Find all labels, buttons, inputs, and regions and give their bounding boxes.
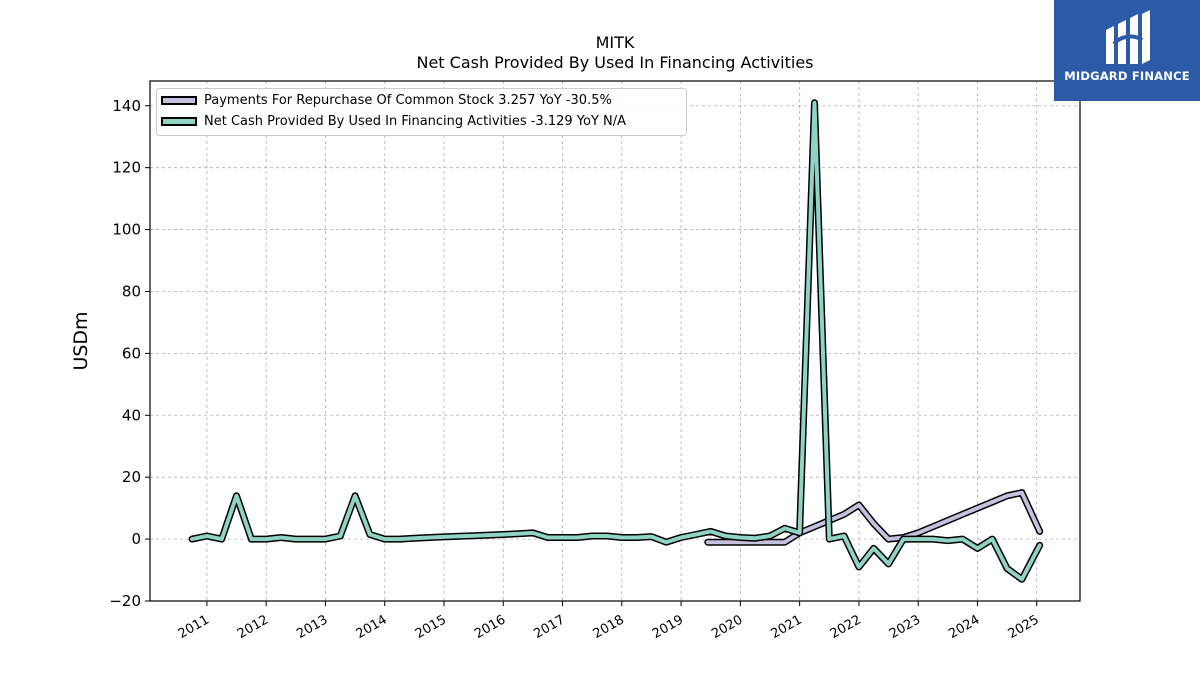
series-line-repurchase xyxy=(705,490,1042,545)
x-tick-label: 2020 xyxy=(709,612,745,642)
legend: Payments For Repurchase Of Common Stock … xyxy=(156,88,687,136)
x-tick-label: 2019 xyxy=(650,612,686,642)
legend-label-repurchase: Payments For Repurchase Of Common Stock … xyxy=(204,93,612,108)
legend-swatch-repurchase xyxy=(161,96,197,105)
legend-label-financing: Net Cash Provided By Used In Financing A… xyxy=(204,114,627,129)
y-tick-label: 60 xyxy=(122,344,141,362)
x-tick-label: 2016 xyxy=(472,612,508,642)
x-tick-label: 2015 xyxy=(413,612,449,642)
series-layer xyxy=(188,99,1044,583)
x-tick-label: 2024 xyxy=(946,612,982,642)
brand-logo: MIDGARD FINANCE xyxy=(1054,0,1200,101)
y-axis-label: USDm xyxy=(70,311,92,370)
x-tick-label: 2022 xyxy=(828,612,864,642)
x-tick-label: 2017 xyxy=(531,612,567,642)
y-tick-label: 0 xyxy=(131,530,141,548)
y-tick-label: 20 xyxy=(122,468,141,486)
y-tick-label: −20 xyxy=(109,592,141,610)
x-tick-label: 2023 xyxy=(887,612,923,642)
y-tick-label: 140 xyxy=(112,97,141,115)
x-tick-label: 2014 xyxy=(354,612,390,642)
x-tick-label: 2025 xyxy=(1006,612,1042,642)
y-tick-label: 100 xyxy=(112,221,141,239)
x-tick-label: 2021 xyxy=(768,612,804,642)
x-tick-label: 2012 xyxy=(235,612,271,642)
series-line-financing xyxy=(190,100,1042,582)
x-tick-label: 2013 xyxy=(294,612,330,642)
logo-text: MIDGARD FINANCE xyxy=(1064,69,1190,83)
legend-item-repurchase: Payments For Repurchase Of Common Stock … xyxy=(157,91,686,111)
logo-mark-icon xyxy=(1106,10,1150,64)
plot-frame xyxy=(149,80,1081,602)
legend-item-financing: Net Cash Provided By Used In Financing A… xyxy=(157,112,686,132)
chart-subtitle: Net Cash Provided By Used In Financing A… xyxy=(416,53,814,72)
axes: −20 0 20 40 60 80 100 120 140 2011 2012 2013 2014 201… xyxy=(109,97,1041,642)
y-tick-label: 40 xyxy=(122,406,141,424)
chart-title: MITK xyxy=(595,33,635,52)
x-tick-label: 2018 xyxy=(591,612,627,642)
x-tick-label: 2011 xyxy=(176,612,212,642)
legend-swatch-financing xyxy=(161,117,197,126)
series-line-financing-outline xyxy=(188,99,1044,583)
y-tick-label: 80 xyxy=(122,282,141,300)
y-tick-label: 120 xyxy=(112,159,141,177)
